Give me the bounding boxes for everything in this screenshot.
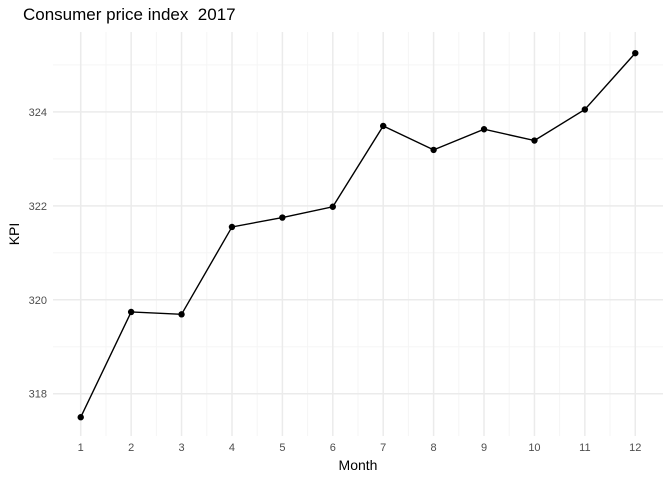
data-point — [329, 203, 336, 210]
data-point — [279, 214, 286, 221]
data-point — [430, 146, 437, 154]
x-tick-label: 9 — [481, 442, 487, 454]
series-line-group — [80, 52, 636, 418]
data-point — [632, 49, 639, 57]
data-point — [127, 308, 135, 316]
data-point — [531, 137, 538, 144]
y-tick-label: 320 — [29, 295, 47, 307]
data-points — [77, 49, 639, 421]
data-point — [228, 223, 236, 231]
x-tick-label: 6 — [330, 442, 336, 454]
x-tick-label: 10 — [528, 442, 540, 454]
grid-lines — [53, 32, 663, 436]
x-tick-label: 5 — [279, 442, 285, 454]
x-tick-label: 11 — [579, 442, 590, 454]
x-tick-label: 1 — [78, 442, 84, 454]
y-tick-label: 318 — [29, 389, 47, 401]
chart-title: Consumer price index 2017 — [23, 5, 236, 24]
data-point — [380, 122, 387, 130]
y-axis-title: KPI — [6, 223, 22, 246]
x-tick-label: 3 — [178, 442, 184, 454]
x-tick-label: 7 — [380, 442, 386, 454]
data-point — [480, 126, 488, 133]
x-tick-label: 2 — [128, 442, 134, 454]
series-line — [80, 52, 636, 418]
y-tick-labels: 318 320 322 324 — [29, 107, 47, 401]
x-tick-label: 8 — [431, 442, 437, 454]
x-axis-title: Month — [339, 457, 378, 473]
x-tick-label: 4 — [229, 442, 235, 454]
x-tick-labels: 1 2 3 4 5 6 7 8 9 10 11 12 — [78, 442, 642, 454]
y-tick-label: 322 — [29, 201, 47, 213]
data-point — [77, 414, 84, 421]
y-tick-label: 324 — [29, 107, 47, 119]
x-tick-label: 12 — [629, 442, 641, 454]
data-point — [581, 106, 589, 113]
data-point — [178, 311, 185, 318]
